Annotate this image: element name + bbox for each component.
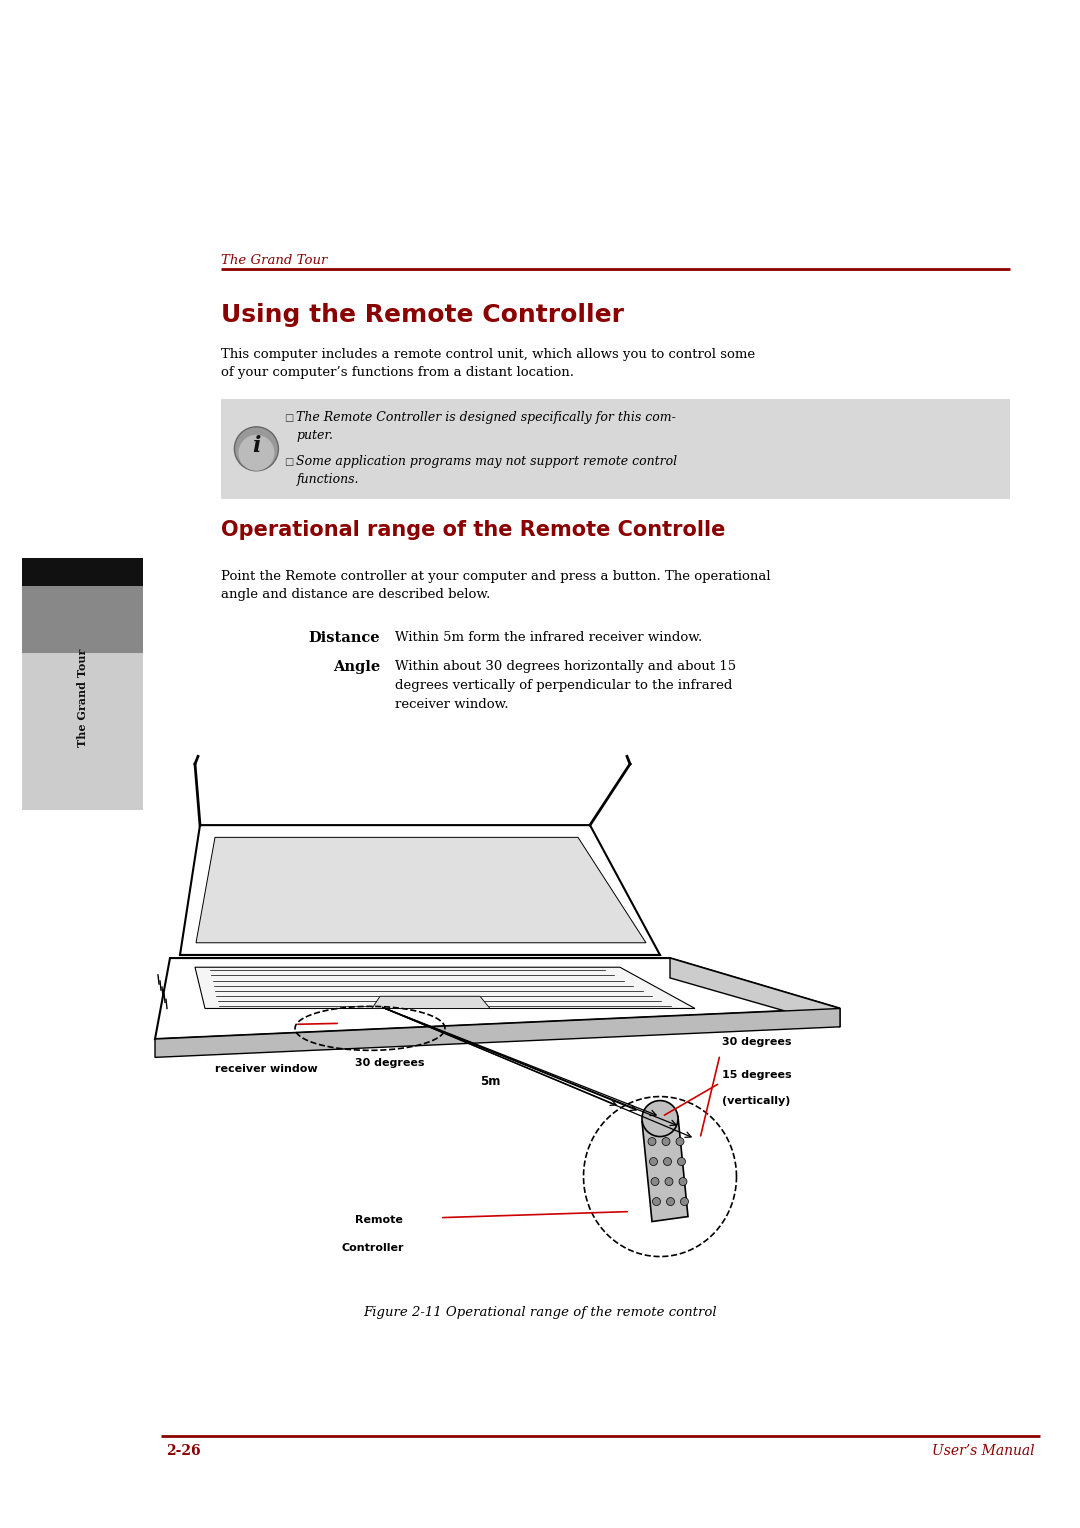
Text: 5m: 5m: [480, 1076, 500, 1088]
Text: The Grand Tour: The Grand Tour: [77, 648, 89, 747]
Text: □: □: [284, 457, 294, 468]
Text: receiver window: receiver window: [215, 1063, 318, 1074]
FancyBboxPatch shape: [22, 558, 144, 585]
Text: This computer includes a remote control unit, which allows you to control some: This computer includes a remote control …: [221, 348, 756, 362]
Text: receiver window.: receiver window.: [395, 698, 509, 711]
Circle shape: [662, 1137, 670, 1146]
Text: Angle: Angle: [333, 660, 380, 674]
Circle shape: [680, 1198, 689, 1206]
Circle shape: [663, 1158, 672, 1166]
Text: The Grand Tour: The Grand Tour: [221, 254, 327, 267]
Text: Remote: Remote: [355, 1215, 403, 1224]
Text: Distance: Distance: [309, 631, 380, 645]
Polygon shape: [195, 967, 696, 1008]
Polygon shape: [156, 1008, 840, 1057]
Circle shape: [642, 1100, 678, 1137]
Text: Point the Remote controller at your computer and press a button. The operational: Point the Remote controller at your comp…: [221, 570, 771, 584]
Text: of your computer’s functions from a distant location.: of your computer’s functions from a dist…: [221, 367, 575, 379]
Text: □: □: [284, 413, 294, 423]
Text: 30 degrees: 30 degrees: [723, 1036, 792, 1047]
Circle shape: [665, 1178, 673, 1186]
Text: Infrared: Infrared: [240, 1034, 291, 1044]
Text: (vertically): (vertically): [723, 1096, 791, 1106]
Circle shape: [649, 1158, 658, 1166]
Polygon shape: [642, 1117, 688, 1221]
Text: Within about 30 degrees horizontally and about 15: Within about 30 degrees horizontally and…: [395, 660, 737, 674]
Text: User’s Manual: User’s Manual: [932, 1444, 1035, 1458]
Circle shape: [677, 1158, 686, 1166]
FancyBboxPatch shape: [221, 399, 1010, 498]
Circle shape: [652, 1198, 661, 1206]
Text: Controller: Controller: [342, 1242, 405, 1253]
Text: Figure 2-11 Operational range of the remote control: Figure 2-11 Operational range of the rem…: [363, 1306, 717, 1320]
Circle shape: [651, 1178, 659, 1186]
Polygon shape: [670, 958, 840, 1027]
Polygon shape: [195, 837, 646, 943]
Circle shape: [676, 1137, 684, 1146]
Text: Operational range of the Remote Controlle: Operational range of the Remote Controll…: [221, 520, 726, 539]
Circle shape: [239, 435, 274, 471]
Text: degrees vertically of perpendicular to the infrared: degrees vertically of perpendicular to t…: [395, 678, 732, 692]
Text: i: i: [252, 435, 260, 457]
Text: 15 degrees: 15 degrees: [723, 1070, 792, 1080]
Circle shape: [679, 1178, 687, 1186]
Polygon shape: [180, 825, 660, 955]
FancyBboxPatch shape: [22, 652, 144, 810]
Polygon shape: [372, 996, 490, 1008]
Text: Using the Remote Controller: Using the Remote Controller: [221, 303, 624, 327]
Circle shape: [234, 426, 279, 471]
Text: Some application programs may not support remote control
functions.: Some application programs may not suppor…: [296, 455, 677, 486]
Polygon shape: [156, 958, 840, 1039]
Circle shape: [648, 1137, 656, 1146]
Text: 30 degrees: 30 degrees: [355, 1059, 424, 1068]
Text: angle and distance are described below.: angle and distance are described below.: [221, 588, 490, 601]
Text: Within 5m form the infrared receiver window.: Within 5m form the infrared receiver win…: [395, 631, 702, 645]
FancyBboxPatch shape: [22, 585, 144, 810]
Circle shape: [666, 1198, 675, 1206]
Text: 2-26: 2-26: [166, 1444, 201, 1458]
Text: The Remote Controller is designed specifically for this com-
puter.: The Remote Controller is designed specif…: [296, 411, 676, 442]
